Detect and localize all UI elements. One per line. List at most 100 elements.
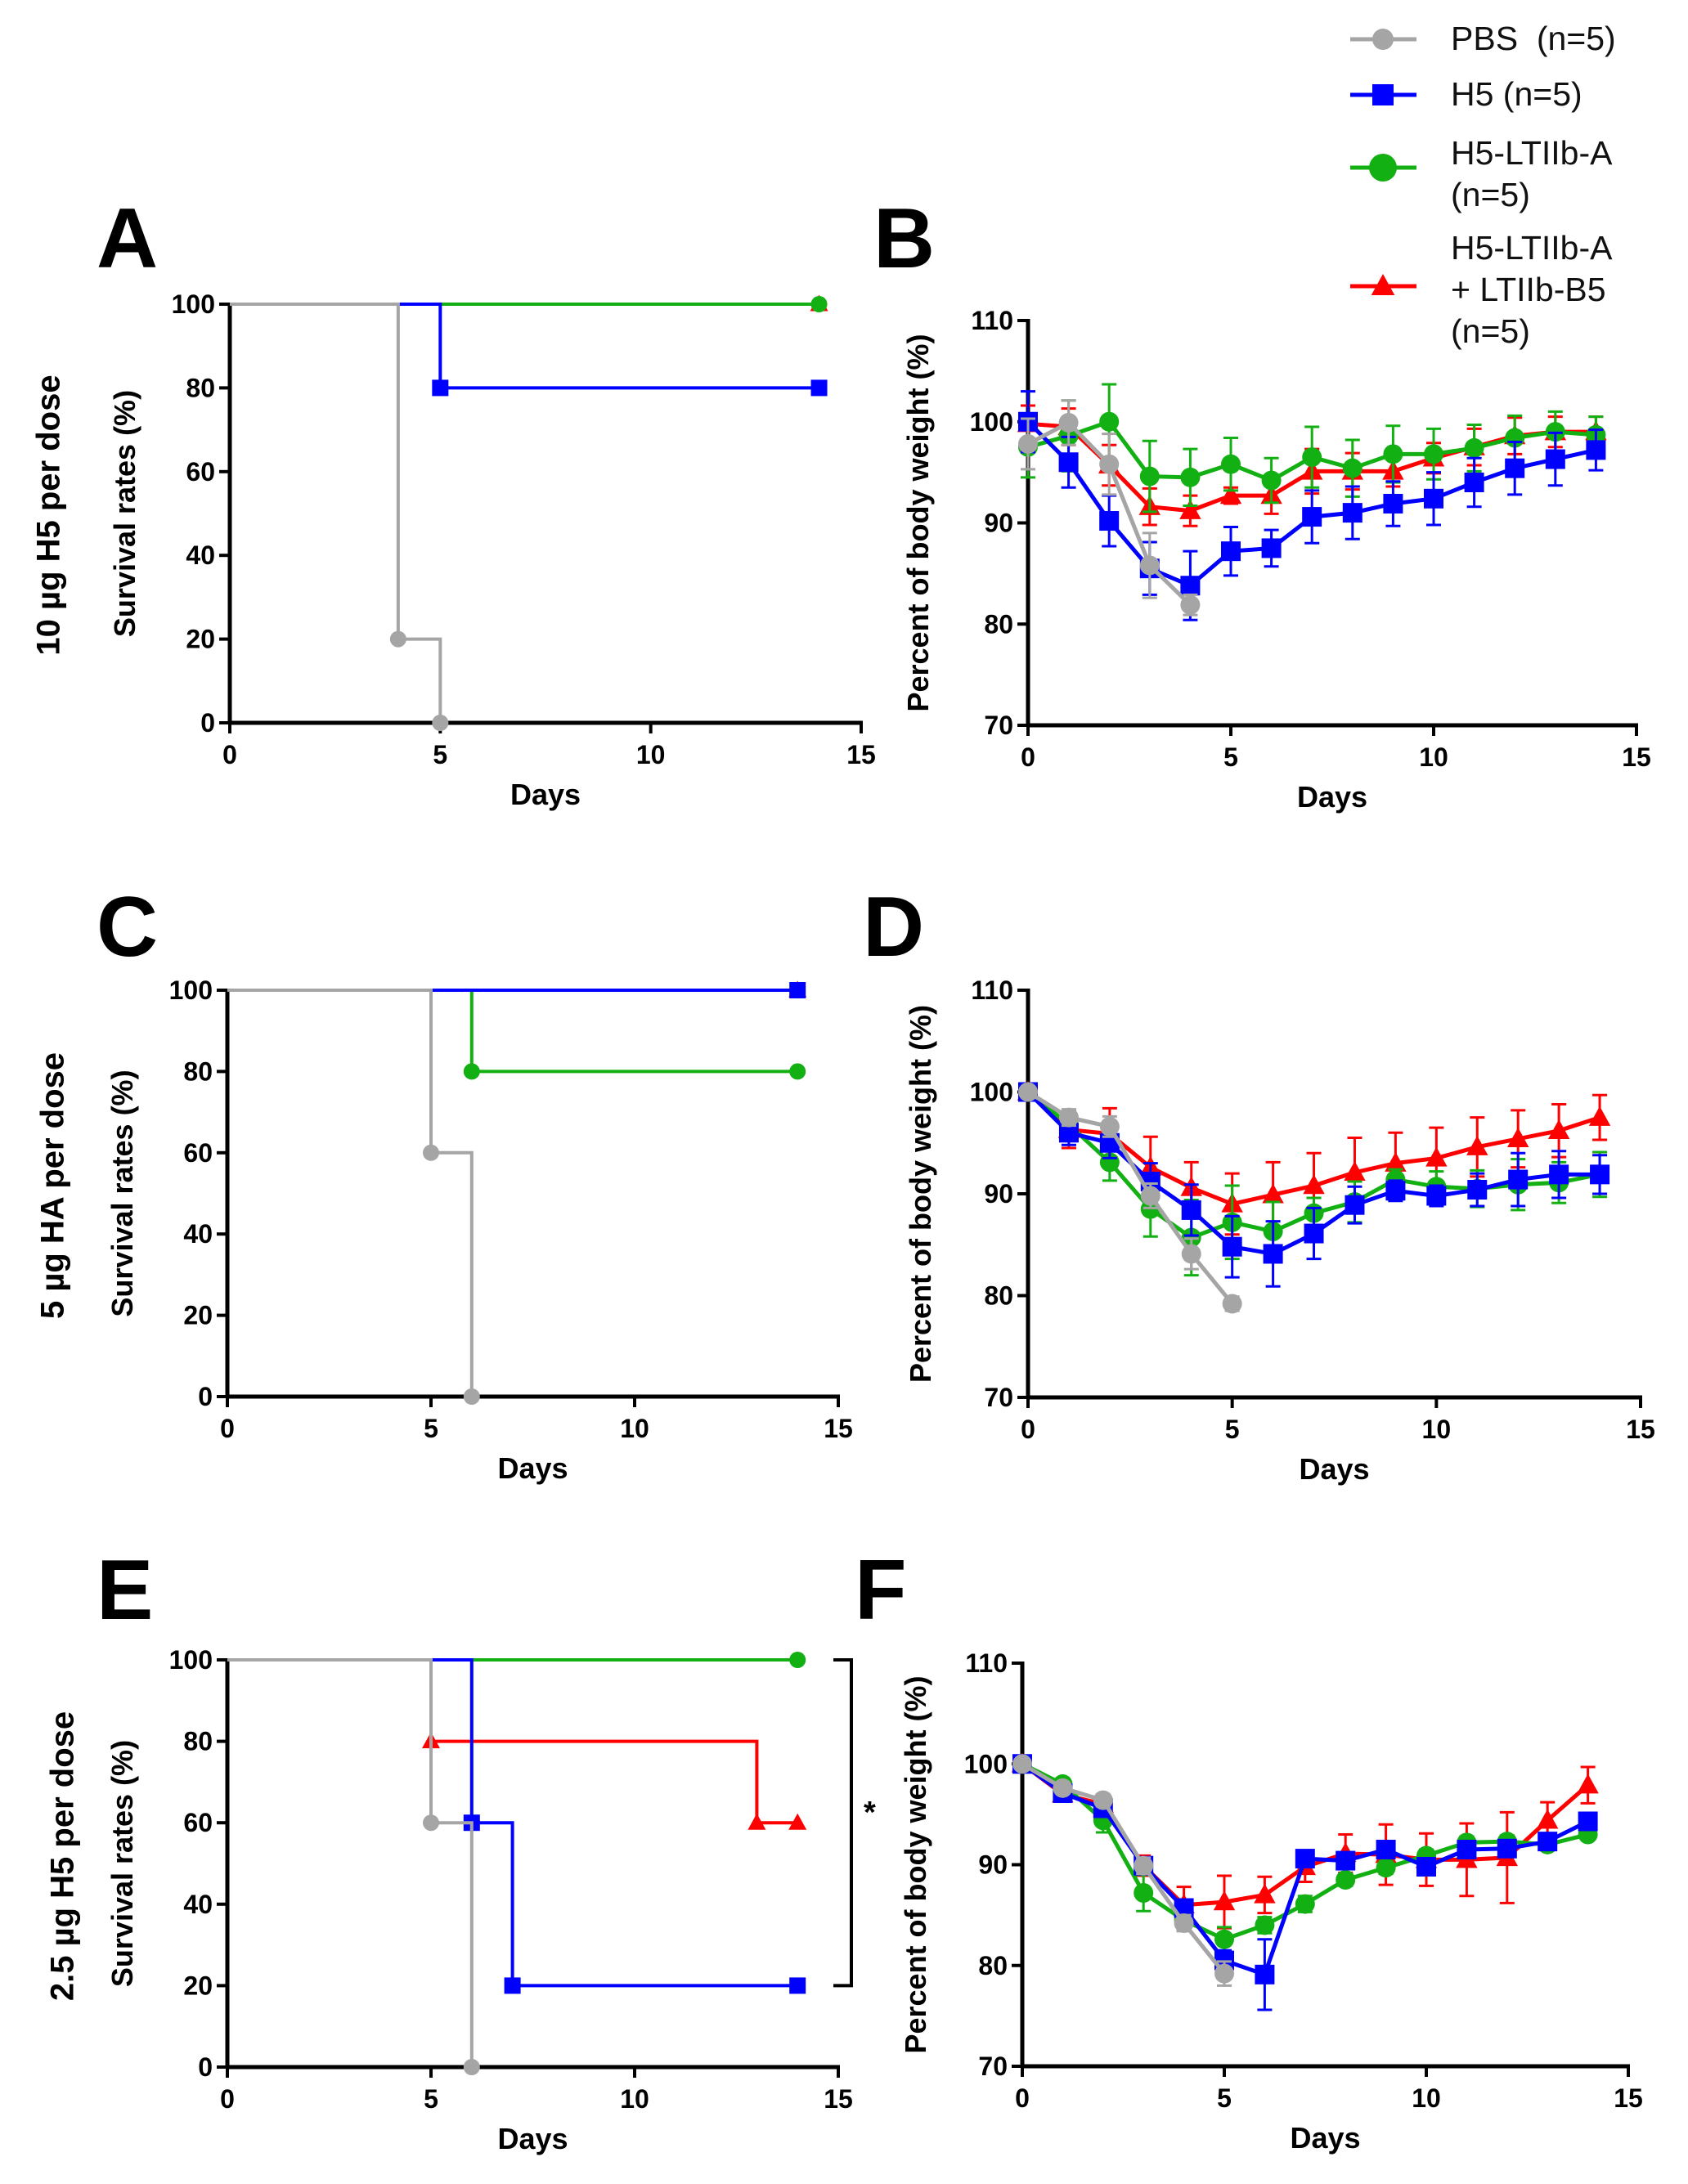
x-tick-label: 0 [1021, 742, 1035, 772]
y-tick-label: 0 [198, 1382, 213, 1411]
x-tick-label: 15 [1626, 1415, 1655, 1444]
data-point [1012, 1754, 1032, 1774]
panel-letter-c: C [97, 880, 159, 975]
data-point [1181, 1244, 1201, 1264]
data-point [1058, 412, 1079, 433]
x-axis-title: Days [1297, 780, 1367, 814]
x-tick-label: 10 [620, 1414, 649, 1443]
data-point [1416, 1856, 1436, 1877]
survival-line [230, 303, 819, 390]
data-point [1545, 449, 1565, 469]
data-point [1385, 1151, 1407, 1172]
data-point [1254, 1883, 1276, 1904]
chart-panel-b: 0 5 10 15 70 80 90 100 110 Days Percent of body we… [901, 306, 1651, 814]
x-tick-label: 15 [1614, 2083, 1643, 2113]
significance-star: * [864, 1796, 876, 1830]
x-tick-label: 0 [220, 2084, 235, 2114]
data-point [789, 1652, 806, 1668]
data-point [1342, 458, 1363, 478]
y-tick-label: 0 [200, 708, 215, 738]
series-pbs-n-5 [1012, 1754, 1234, 1987]
survival-line [227, 1658, 798, 1988]
series-pbs-n-5 [227, 989, 480, 1405]
y-tick-label: 80 [978, 1951, 1008, 1980]
data-point [1180, 467, 1201, 487]
data-point [1214, 1963, 1234, 1984]
legend-marker-2 [1350, 154, 1416, 182]
panel-letter-f: F [855, 1543, 907, 1638]
data-point [747, 1813, 766, 1830]
x-axis-title: Days [1299, 1452, 1369, 1486]
y-tick-label: 80 [186, 373, 215, 402]
data-point [1344, 1161, 1366, 1182]
legend-label-h5-ltiib-a: H5-LTIIb-A (n=5) [1451, 134, 1613, 213]
y-tick-label: 20 [186, 625, 215, 654]
data-point [1140, 1186, 1160, 1206]
data-point [1336, 1869, 1356, 1890]
row-label-5ug: 5 µg HA per dose [34, 1052, 71, 1320]
series-h5-n-5 [1018, 390, 1606, 621]
legend-square-icon [1372, 84, 1394, 105]
y-axis-title: Percent of body weight (%) [904, 1005, 937, 1383]
y-axis-title: Survival rates (%) [108, 390, 141, 637]
x-tick-label: 15 [846, 740, 876, 769]
x-tick-label: 15 [824, 2084, 853, 2114]
data-point [1426, 1186, 1447, 1206]
data-point [423, 1814, 439, 1832]
data-point [1457, 1840, 1477, 1860]
data-point [1222, 1294, 1242, 1314]
y-tick-label: 70 [984, 711, 1013, 740]
y-tick-label: 70 [984, 1383, 1013, 1412]
y-tick-label: 80 [183, 1727, 213, 1756]
data-point [432, 715, 449, 731]
y-tick-label: 100 [964, 1749, 1008, 1778]
series-h5-ltiib-a-n-5 [227, 989, 806, 1080]
x-axis-title: Days [510, 778, 581, 811]
y-tick-label: 110 [965, 1648, 1008, 1678]
series-pbs-n-5 [1018, 399, 1201, 617]
data-point [1261, 470, 1282, 491]
data-point [1547, 1119, 1570, 1140]
chart-panel-a: 0 5 10 15 0 20 40 60 80 100 Days Survival rates (%) [108, 289, 876, 811]
data-point [423, 1144, 439, 1161]
chart-panel-e: 0 5 10 15 0 20 40 60 80 100 Days Survival rates (%) [106, 1645, 853, 2155]
series-pbs-n-5 [1018, 1082, 1242, 1314]
data-point [1303, 1174, 1325, 1195]
data-point [1180, 576, 1201, 596]
y-axis-title: Survival rates (%) [106, 1740, 139, 1987]
data-point [788, 1813, 807, 1830]
x-axis-title: Days [497, 2122, 568, 2155]
chart-panel-f: 0 5 10 15 70 80 90 100 110 Days Percent of body we… [899, 1648, 1643, 2155]
data-point [1538, 1832, 1558, 1852]
data-point [389, 630, 406, 648]
data-point [1295, 1894, 1315, 1914]
y-tick-label: 40 [186, 540, 215, 570]
x-tick-label: 10 [1422, 1415, 1452, 1444]
survival-line [230, 303, 442, 723]
legend-label-h5: H5 (n=5) [1451, 75, 1582, 113]
y-axis-title: Survival rates (%) [106, 1070, 139, 1316]
data-point [432, 379, 449, 397]
data-point [1018, 1082, 1038, 1102]
data-point [1134, 1855, 1154, 1876]
data-point [1214, 1929, 1234, 1949]
data-point [1549, 1164, 1569, 1185]
x-tick-label: 0 [222, 740, 237, 769]
data-point [1255, 1964, 1275, 1984]
y-tick-label: 60 [183, 1808, 213, 1837]
y-tick-label: 80 [984, 1281, 1013, 1311]
data-point [1466, 1135, 1488, 1155]
legend-label-pbs: PBS (n=5) [1451, 20, 1616, 57]
data-point [1508, 1169, 1529, 1190]
data-point [1385, 1181, 1406, 1201]
y-tick-label: 100 [970, 407, 1013, 437]
y-tick-label: 0 [198, 2052, 213, 2082]
series-h5-n-5 [230, 303, 828, 397]
y-tick-label: 80 [984, 609, 1013, 639]
x-tick-label: 15 [824, 1414, 853, 1443]
data-point [1302, 447, 1322, 468]
legend-marker-0 [1350, 29, 1416, 50]
y-tick-label: 20 [183, 1971, 213, 2000]
survival-line [227, 989, 798, 1074]
